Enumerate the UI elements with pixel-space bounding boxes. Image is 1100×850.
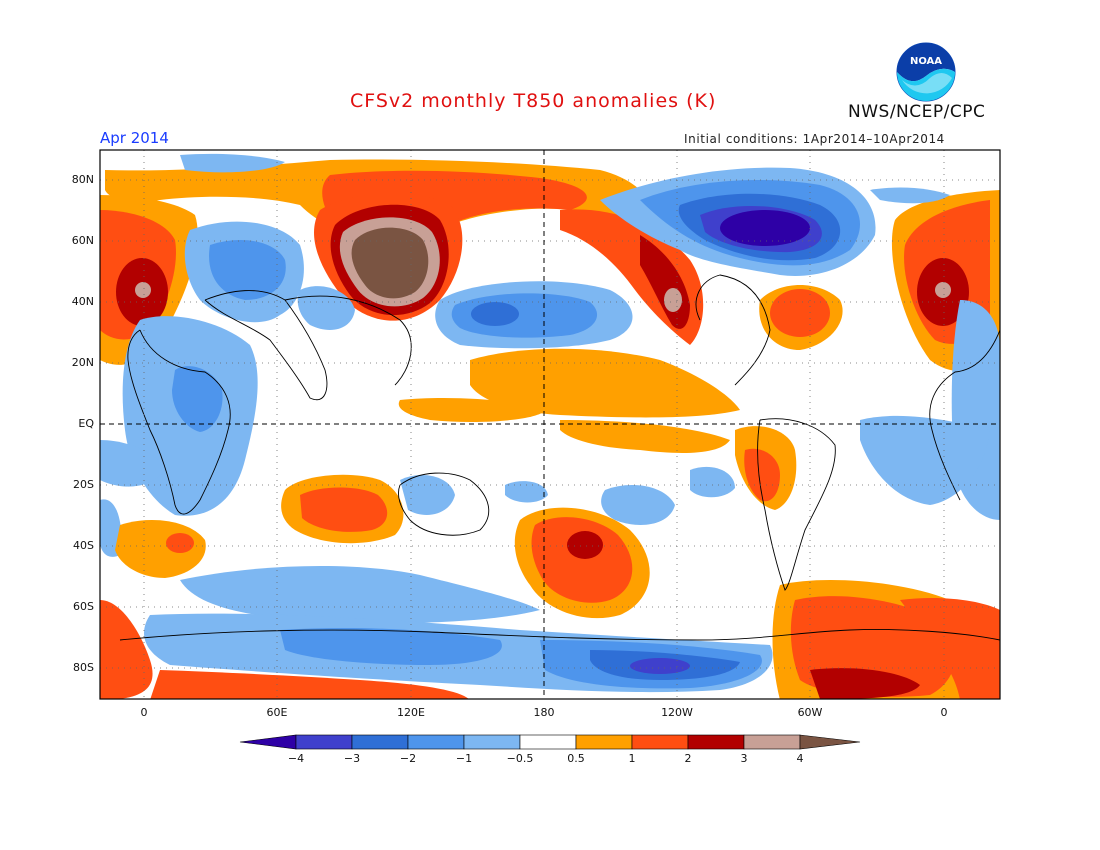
lon-label: 0 [940,706,948,719]
colorbar [239,734,861,750]
initial-conditions-label: Initial conditions: 1Apr2014–10Apr2014 [684,132,945,146]
logo-text: NOAA [910,56,942,67]
noaa-logo-icon: NOAA [896,42,956,102]
anomaly-shading [100,150,1000,699]
map-title: CFSv2 monthly T850 anomalies (K) [350,90,717,112]
europe-warm-west [100,195,198,365]
coastlines [119,274,1000,641]
reference-lines [100,150,1000,699]
colorbar-label: −2 [399,752,417,765]
colorbar-label: −0.5 [506,752,534,765]
colorbar-label: 3 [740,752,748,765]
colorbar-label: −4 [287,752,305,765]
lon-label: 0 [140,706,148,719]
valid-month-label: Apr 2014 [100,129,169,147]
lat-label: 60S [73,600,94,613]
lat-label: 60N [71,234,94,247]
colorbar-label: 4 [796,752,804,765]
lat-label: 40N [71,295,94,308]
colorbar-label: −1 [455,752,473,765]
colorbar-label: −3 [343,752,361,765]
lon-label: 120E [397,706,425,719]
lat-label: 80N [71,173,94,186]
lat-label: 40S [73,539,94,552]
lon-label: 60E [266,706,288,719]
graticule [100,150,1000,699]
colorbar-label: 0.5 [567,752,585,765]
colorbar-label: 1 [628,752,636,765]
lon-label: 120W [661,706,693,719]
lon-label: 60W [797,706,823,719]
colorbar-label: 2 [684,752,692,765]
lat-label: 80S [73,661,94,674]
agency-label: NWS/NCEP/CPC [848,102,986,122]
lat-label: EQ [78,417,94,430]
lat-label: 20N [71,356,94,369]
map-frame [99,149,1001,700]
lat-label: 20S [73,478,94,491]
lon-label: 180 [533,706,555,719]
